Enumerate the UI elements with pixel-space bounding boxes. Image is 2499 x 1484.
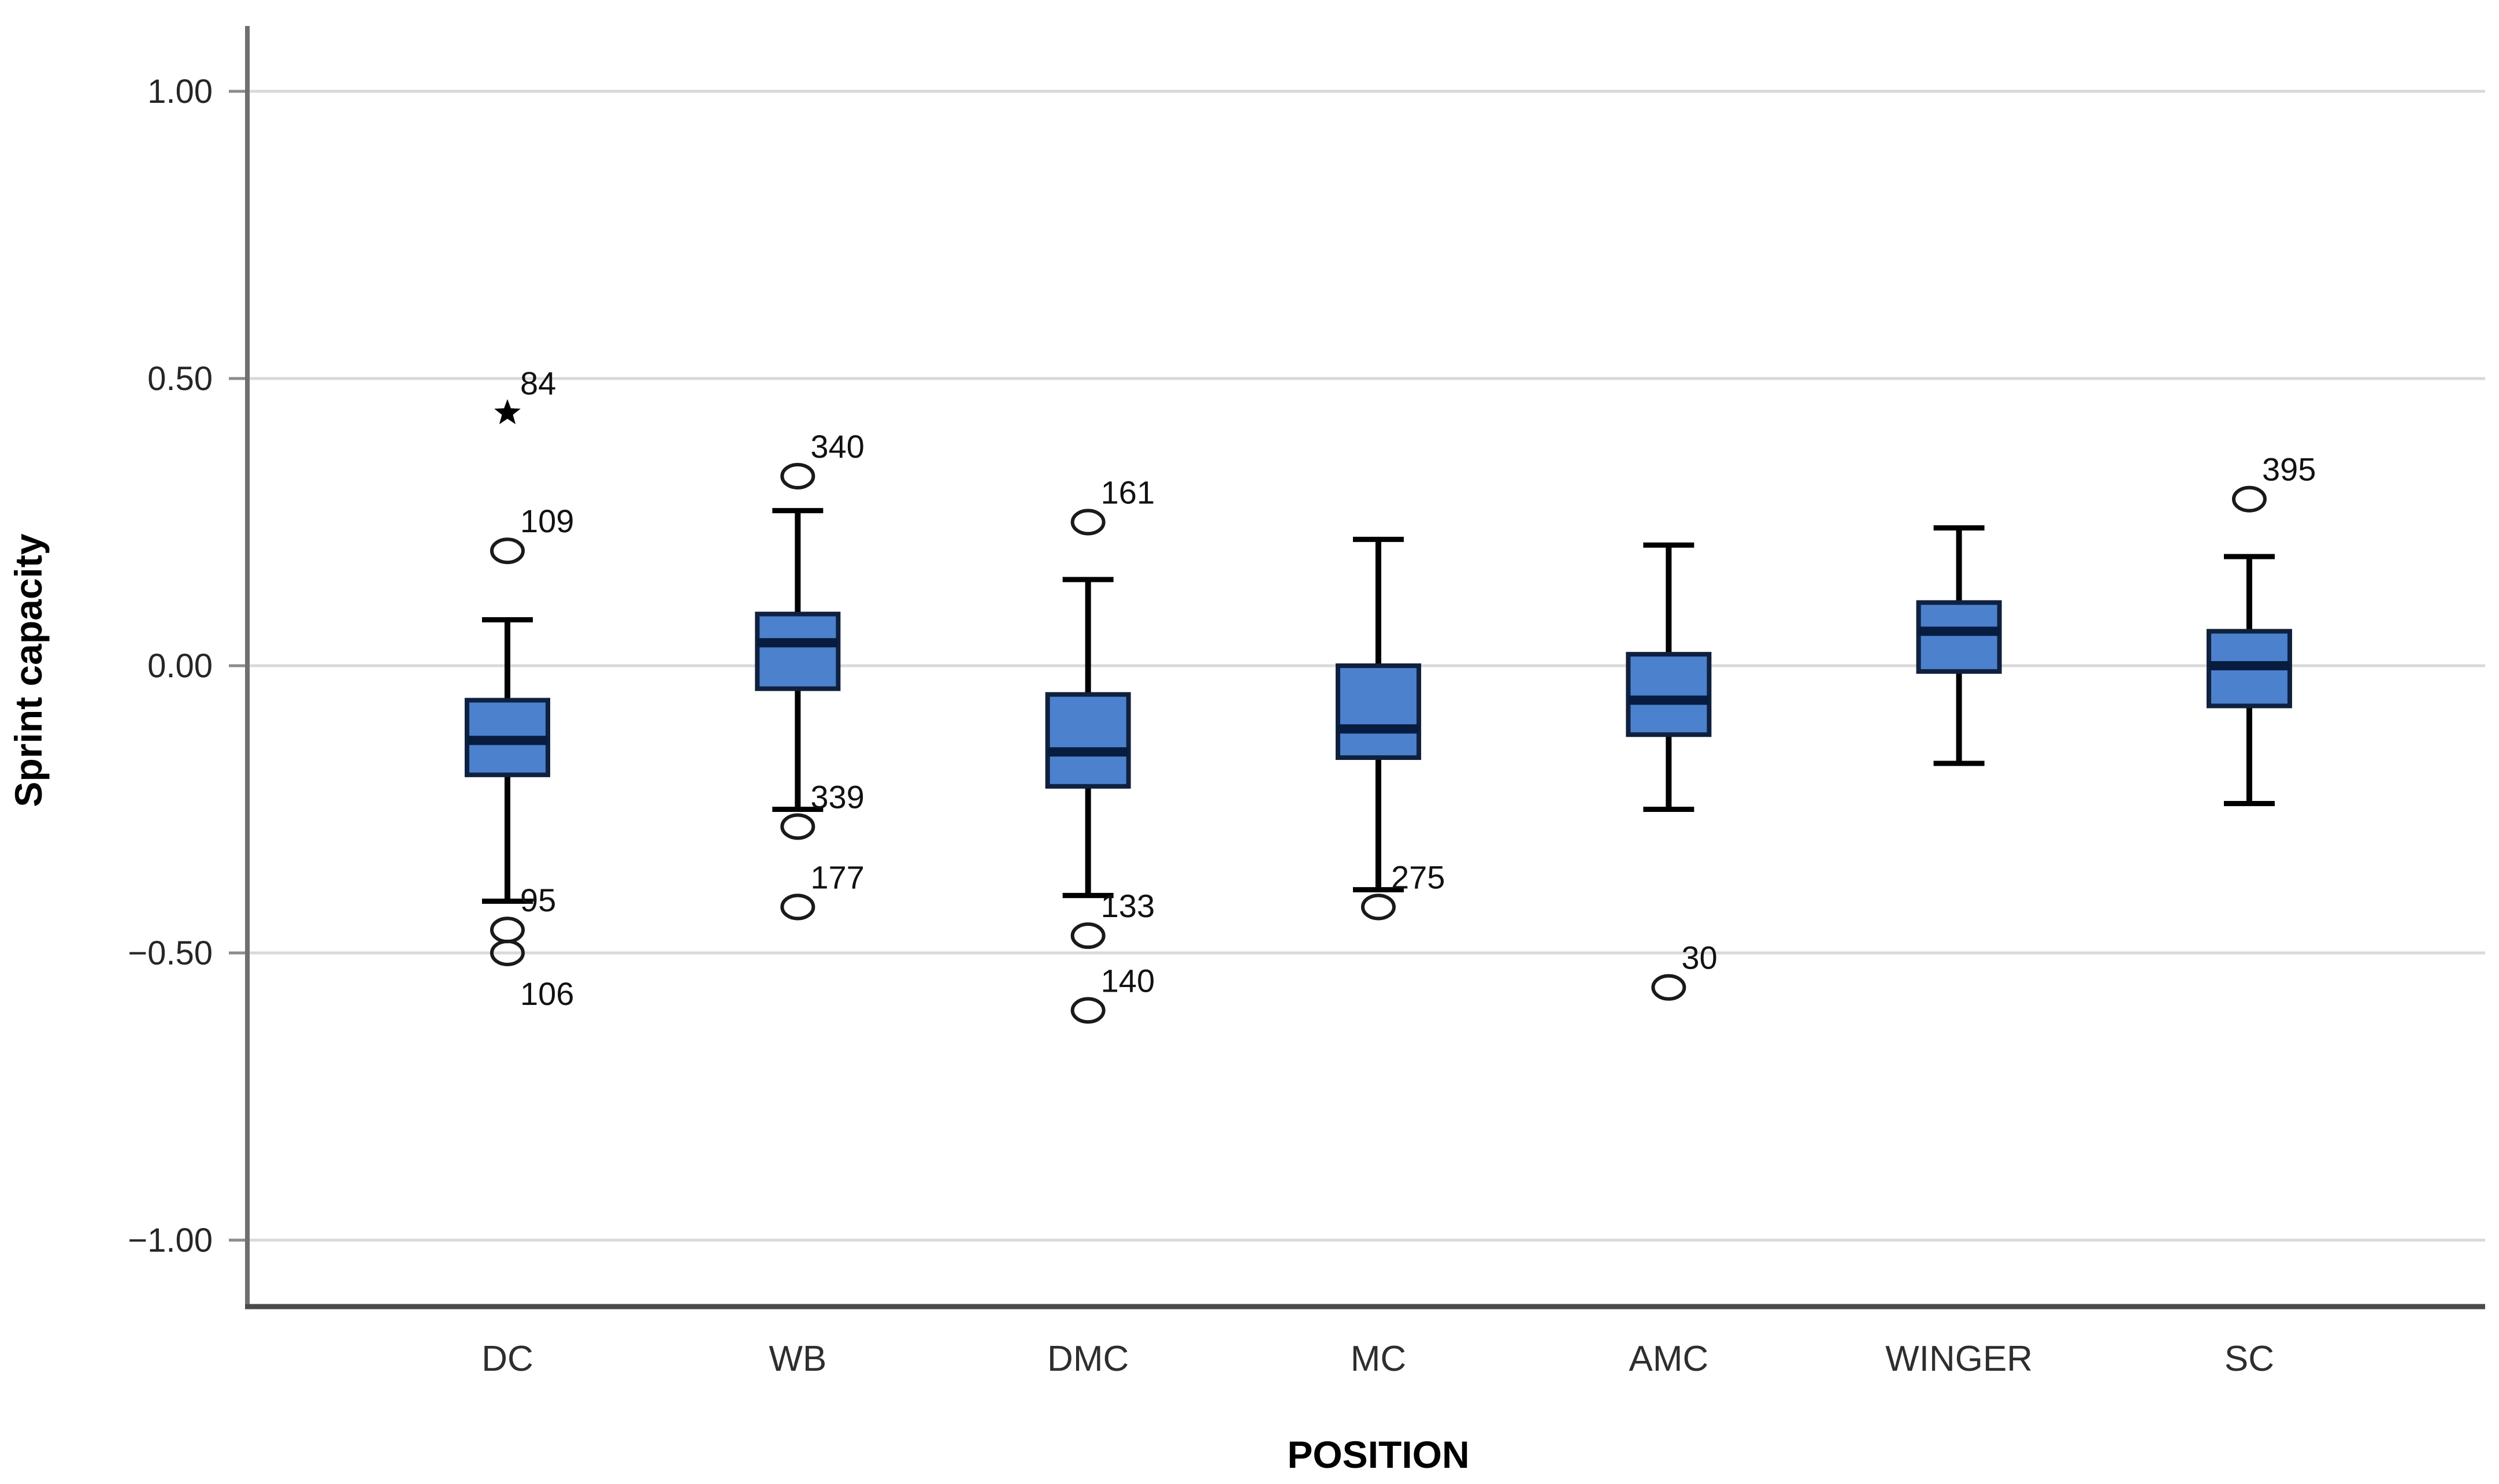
outlier-label-106: 106 [520,975,574,1012]
x-axis-title: POSITION [1287,1433,1469,1476]
outlier-marker-109 [490,537,525,565]
outlier-label-161: 161 [1101,474,1155,511]
box-DMC [1045,692,1131,789]
y-tick-label: −1.00 [128,1222,213,1259]
outlier-marker-30 [1651,974,1686,1001]
outlier-marker-340 [780,462,815,489]
x-category-label-WB: WB [769,1339,826,1379]
outlier-marker-161 [1070,509,1106,536]
outlier-label-140: 140 [1101,962,1155,999]
outlier-label-395: 395 [2262,451,2316,488]
x-category-label-SC: SC [2224,1339,2274,1379]
y-tick-label: −0.50 [128,934,213,972]
outlier-label-339: 339 [810,778,864,815]
outlier-marker-95 [490,917,525,944]
y-axis-title: Sprint capacity [7,533,50,807]
y-tick-label: 0.00 [147,647,213,685]
extreme-outlier-marker-84 [494,399,521,425]
x-category-label-WINGER: WINGER [1885,1339,2033,1379]
outlier-marker-275 [1360,893,1396,921]
outlier-marker-140 [1070,997,1106,1024]
y-tick-label: 1.00 [147,73,213,110]
outlier-label-30: 30 [1681,940,1717,976]
outlier-label-177: 177 [810,859,864,895]
outlier-label-84: 84 [520,365,556,402]
outlier-marker-177 [780,893,815,921]
x-category-label-MC: MC [1351,1339,1406,1379]
x-category-label-AMC: AMC [1629,1339,1708,1379]
outlier-marker-339 [780,813,815,840]
outlier-label-133: 133 [1101,888,1155,924]
outlier-label-275: 275 [1391,859,1445,895]
x-category-label-DMC: DMC [1047,1339,1129,1379]
y-tick-label: 0.50 [147,360,213,398]
outlier-marker-395 [2231,485,2267,513]
outlier-marker-133 [1070,922,1106,949]
box-MC [1335,663,1421,760]
box-WB [755,611,841,691]
outlier-label-109: 109 [520,503,574,539]
outlier-label-95: 95 [520,882,556,918]
box-WINGER [1916,600,2002,674]
box-AMC [1626,652,1712,737]
plot-area: 1.00 0.50 0.00 −0.50 −1.00 84 109 95 106 DC 340 339… [128,26,2485,1379]
x-category-label-DC: DC [481,1339,533,1379]
outlier-marker-106 [490,940,525,966]
outlier-label-340: 340 [810,428,864,465]
